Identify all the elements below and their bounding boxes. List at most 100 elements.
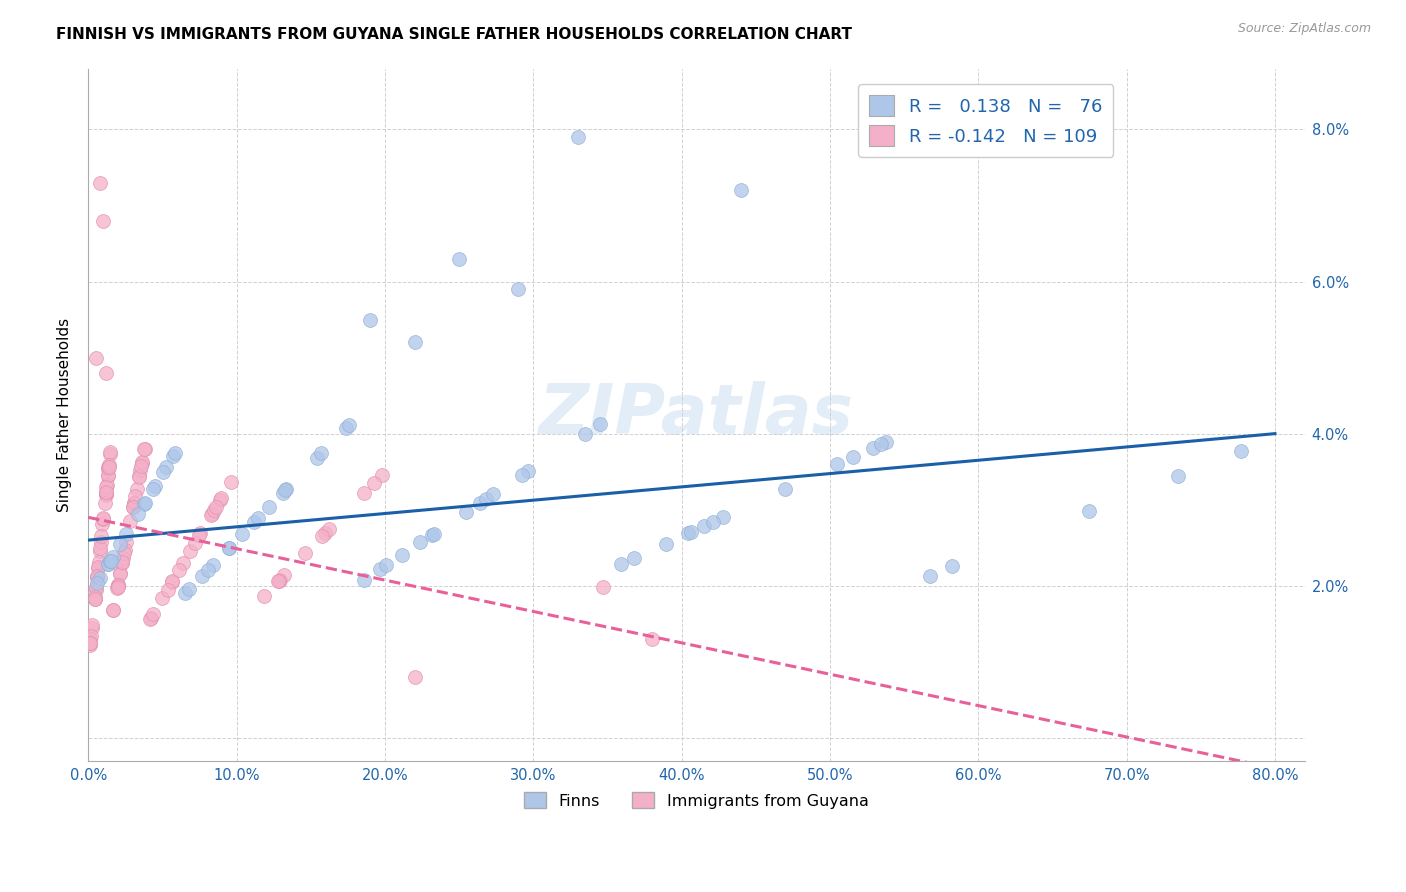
Point [592, 580, 614, 594]
Point [209, 491, 232, 505]
Point [122, 500, 145, 514]
Point [134, 497, 156, 511]
Point [91, 517, 114, 532]
Point [918, 568, 941, 582]
Point [115, 527, 138, 541]
Point [870, 437, 893, 451]
Point [191, 568, 214, 582]
Point [711, 510, 734, 524]
Point [94, 485, 117, 500]
Point [231, 527, 253, 541]
Point [243, 515, 266, 529]
Point [162, 449, 184, 463]
Point [574, 426, 596, 441]
Point [177, 582, 200, 596]
Point [730, 183, 752, 197]
Point [100, 554, 122, 568]
Point [267, 574, 290, 588]
Point [94, 488, 117, 502]
Point [201, 558, 224, 572]
Point [391, 548, 413, 562]
Point [110, 566, 132, 580]
Point [129, 463, 152, 477]
Legend: Finns, Immigrants from Guyana: Finns, Immigrants from Guyana [517, 786, 876, 815]
Point [97, 558, 120, 572]
Point [773, 482, 796, 496]
Point [252, 589, 274, 603]
Point [134, 442, 156, 456]
Point [305, 450, 328, 465]
Point [143, 478, 166, 492]
Point [89, 544, 111, 558]
Point [129, 458, 152, 473]
Point [218, 541, 240, 555]
Point [353, 573, 375, 587]
Point [89, 571, 111, 585]
Point [86, 570, 108, 584]
Point [112, 546, 135, 560]
Point [91, 213, 114, 227]
Point [267, 574, 290, 588]
Point [96, 480, 118, 494]
Point [134, 496, 156, 510]
Point [209, 492, 232, 507]
Point [93, 496, 115, 510]
Point [107, 578, 129, 592]
Point [508, 282, 530, 296]
Point [202, 503, 225, 517]
Point [190, 526, 212, 541]
Point [827, 458, 849, 472]
Point [1230, 443, 1253, 458]
Point [100, 554, 122, 568]
Point [128, 470, 150, 484]
Point [1167, 469, 1189, 483]
Point [111, 555, 134, 569]
Point [155, 460, 177, 475]
Point [152, 465, 174, 479]
Point [623, 551, 645, 566]
Point [111, 556, 134, 570]
Point [127, 507, 149, 521]
Point [98, 447, 121, 461]
Point [79, 636, 101, 650]
Point [201, 507, 224, 521]
Point [468, 496, 491, 510]
Point [610, 558, 633, 572]
Point [375, 558, 398, 573]
Point [101, 603, 124, 617]
Point [107, 578, 129, 592]
Point [87, 560, 110, 574]
Point [257, 500, 280, 515]
Point [516, 464, 538, 478]
Point [131, 456, 153, 470]
Point [86, 576, 108, 591]
Point [86, 568, 108, 582]
Point [447, 252, 470, 266]
Point [641, 632, 664, 646]
Point [197, 563, 219, 577]
Point [108, 567, 131, 582]
Point [482, 487, 505, 501]
Point [101, 603, 124, 617]
Point [174, 585, 197, 599]
Point [274, 483, 297, 497]
Point [125, 482, 148, 496]
Point [679, 525, 702, 540]
Point [84, 580, 107, 594]
Point [97, 462, 120, 476]
Point [98, 444, 121, 458]
Point [107, 579, 129, 593]
Point [83, 591, 105, 606]
Point [368, 562, 391, 576]
Point [941, 559, 963, 574]
Point [97, 460, 120, 475]
Point [420, 528, 443, 542]
Point [90, 529, 112, 543]
Point [105, 581, 128, 595]
Point [97, 458, 120, 472]
Point [79, 632, 101, 646]
Point [142, 607, 165, 622]
Point [79, 638, 101, 652]
Point [94, 366, 117, 380]
Point [842, 450, 865, 464]
